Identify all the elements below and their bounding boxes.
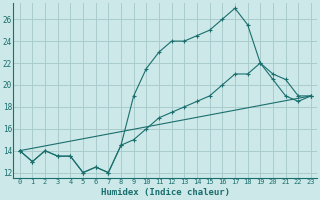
X-axis label: Humidex (Indice chaleur): Humidex (Indice chaleur) [101,188,230,197]
